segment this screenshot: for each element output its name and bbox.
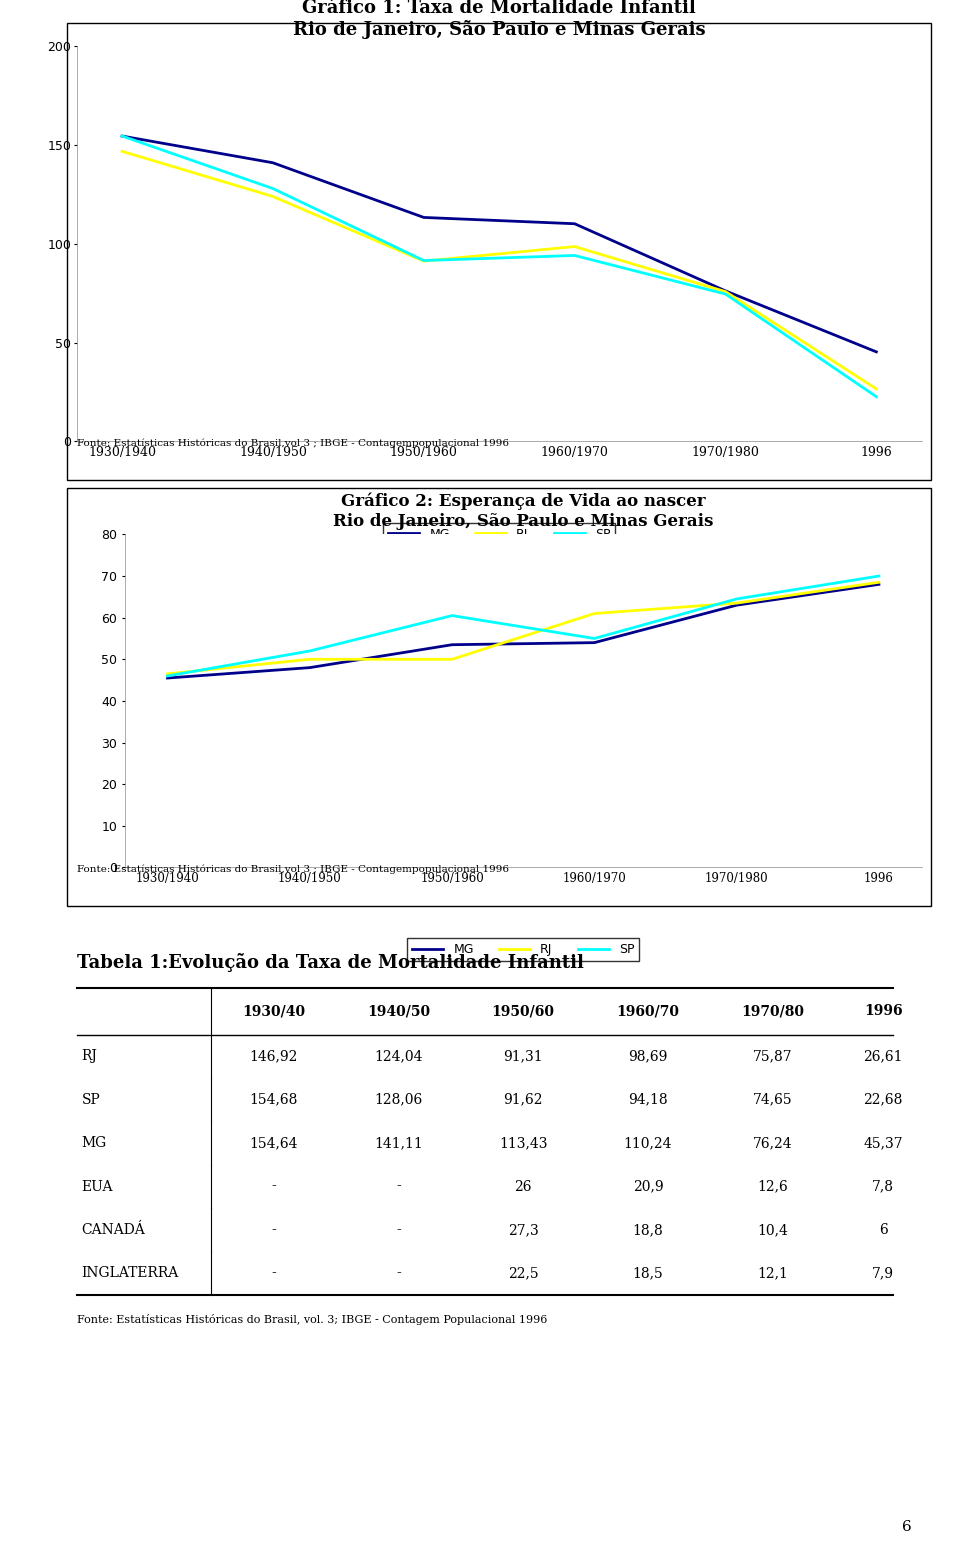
RJ — [731, 593, 742, 612]
Text: 20,9: 20,9 — [633, 1179, 663, 1194]
Text: 6: 6 — [902, 1520, 912, 1534]
Text: Fonte: Estatísticas Históricas do Brasil, vol. 3; IBGE - Contagem Populacional 1: Fonte: Estatísticas Históricas do Brasil… — [77, 1314, 547, 1324]
Text: 45,37: 45,37 — [863, 1135, 903, 1151]
RJ — [267, 187, 278, 206]
SP — [161, 666, 173, 685]
Text: 1960/70: 1960/70 — [616, 1004, 680, 1019]
Text: 113,43: 113,43 — [499, 1135, 547, 1151]
Text: -: - — [272, 1222, 276, 1238]
Text: -: - — [396, 1179, 400, 1194]
Text: 26: 26 — [515, 1179, 532, 1194]
Text: EUA: EUA — [82, 1179, 113, 1194]
RJ — [304, 651, 316, 669]
Text: 74,65: 74,65 — [753, 1092, 793, 1108]
Text: 1950/60: 1950/60 — [492, 1004, 555, 1019]
Line: MG: MG — [122, 136, 876, 352]
Text: RJ: RJ — [82, 1049, 98, 1064]
Text: 146,92: 146,92 — [250, 1049, 298, 1064]
Text: Fonte: Estatísticas Históricas do Brasil,vol 3 ; IBGE - Contagempopulacional 199: Fonte: Estatísticas Históricas do Brasil… — [77, 438, 509, 448]
Text: 94,18: 94,18 — [628, 1092, 668, 1108]
Text: CANADÁ: CANADÁ — [82, 1222, 145, 1238]
MG — [588, 634, 600, 652]
MG — [446, 635, 458, 654]
SP — [446, 606, 458, 624]
Text: 98,69: 98,69 — [628, 1049, 668, 1064]
Text: 26,61: 26,61 — [863, 1049, 903, 1064]
RJ — [569, 237, 581, 256]
Text: 76,24: 76,24 — [753, 1135, 793, 1151]
RJ — [588, 604, 600, 623]
Legend: MG, RJ, SP: MG, RJ, SP — [407, 939, 639, 960]
Text: INGLATERRA: INGLATERRA — [82, 1266, 179, 1281]
MG — [161, 669, 173, 688]
Text: 124,04: 124,04 — [374, 1049, 422, 1064]
Text: 7,8: 7,8 — [873, 1179, 894, 1194]
MG — [720, 282, 732, 301]
Text: Tabela 1:Evolução da Taxa de Mortalidade Infantil: Tabela 1:Evolução da Taxa de Mortalidade… — [77, 953, 584, 973]
Line: SP: SP — [167, 576, 879, 675]
SP — [874, 567, 885, 586]
Text: 128,06: 128,06 — [374, 1092, 422, 1108]
RJ — [720, 282, 732, 301]
MG — [731, 596, 742, 615]
Text: 6: 6 — [878, 1222, 888, 1238]
Title: Gráfico 1: Taxa de Mortalidade Infantil
Rio de Janeiro, São Paulo e Minas Gerais: Gráfico 1: Taxa de Mortalidade Infantil … — [293, 0, 706, 39]
SP — [116, 127, 128, 146]
Text: -: - — [396, 1222, 400, 1238]
Text: 22,5: 22,5 — [508, 1266, 539, 1281]
MG — [418, 208, 429, 226]
RJ — [418, 252, 429, 271]
MG — [874, 575, 885, 593]
Text: SP: SP — [82, 1092, 101, 1108]
Text: 1930/40: 1930/40 — [242, 1004, 305, 1019]
Legend: MG, RJ, SP: MG, RJ, SP — [383, 524, 615, 545]
Text: 91,62: 91,62 — [503, 1092, 543, 1108]
MG — [569, 214, 581, 232]
Text: -: - — [396, 1266, 400, 1281]
MG — [116, 127, 128, 146]
Text: 141,11: 141,11 — [374, 1135, 422, 1151]
Text: 1970/80: 1970/80 — [741, 1004, 804, 1019]
SP — [304, 641, 316, 660]
Text: 7,9: 7,9 — [873, 1266, 894, 1281]
SP — [731, 590, 742, 609]
Text: 12,1: 12,1 — [757, 1266, 788, 1281]
SP — [569, 246, 581, 265]
MG — [871, 342, 882, 361]
Text: 22,68: 22,68 — [863, 1092, 903, 1108]
SP — [871, 387, 882, 406]
Text: MG: MG — [82, 1135, 107, 1151]
SP — [720, 285, 732, 304]
Text: 27,3: 27,3 — [508, 1222, 539, 1238]
SP — [588, 629, 600, 647]
Text: 18,8: 18,8 — [633, 1222, 663, 1238]
RJ — [161, 665, 173, 683]
Text: 154,68: 154,68 — [250, 1092, 298, 1108]
Text: 154,64: 154,64 — [250, 1135, 298, 1151]
Text: Fonte: Estatísticas Históricas do Brasil,vol 3 ; IBGE - Contagempopulacional 199: Fonte: Estatísticas Históricas do Brasil… — [77, 864, 509, 874]
Line: SP: SP — [122, 136, 876, 397]
Text: -: - — [272, 1266, 276, 1281]
RJ — [116, 143, 128, 161]
MG — [267, 153, 278, 172]
Text: 12,6: 12,6 — [757, 1179, 788, 1194]
RJ — [871, 380, 882, 398]
RJ — [446, 651, 458, 669]
Text: 1940/50: 1940/50 — [367, 1004, 430, 1019]
Text: 75,87: 75,87 — [753, 1049, 793, 1064]
Line: RJ: RJ — [167, 582, 879, 674]
MG — [304, 658, 316, 677]
Text: 18,5: 18,5 — [633, 1266, 663, 1281]
Line: RJ: RJ — [122, 152, 876, 389]
Text: -: - — [272, 1179, 276, 1194]
SP — [267, 180, 278, 198]
Text: 10,4: 10,4 — [757, 1222, 788, 1238]
Text: 110,24: 110,24 — [624, 1135, 672, 1151]
Title: Gráfico 2: Esperança de Vida ao nascer
Rio de Janeiro, São Paulo e Minas Gerais: Gráfico 2: Esperança de Vida ao nascer R… — [333, 493, 713, 530]
RJ — [874, 573, 885, 592]
Text: 91,31: 91,31 — [503, 1049, 543, 1064]
SP — [418, 251, 429, 270]
Text: 1996: 1996 — [864, 1004, 902, 1019]
Line: MG: MG — [167, 584, 879, 678]
